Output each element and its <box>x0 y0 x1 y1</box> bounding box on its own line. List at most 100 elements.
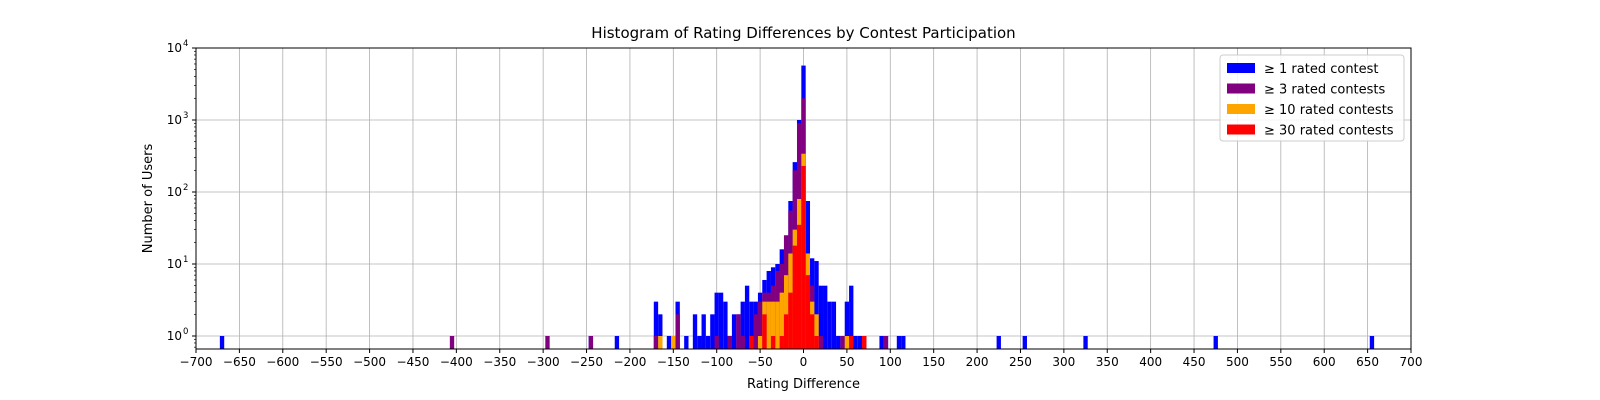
x-axis-label: Rating Difference <box>747 377 860 392</box>
bar-series-1 <box>653 301 659 349</box>
bar-series-3 <box>783 275 789 349</box>
legend-swatch <box>1227 124 1255 135</box>
bar-series-2 <box>883 336 889 349</box>
x-tick-label: −350 <box>483 355 516 369</box>
bar-series-3 <box>671 336 676 349</box>
bar-series-1 <box>692 314 698 349</box>
bar-series-1 <box>814 261 819 349</box>
bar-series-1 <box>219 336 225 349</box>
legend-swatch <box>1227 83 1255 94</box>
bar-series-3 <box>766 301 771 349</box>
bar-series-1 <box>749 301 754 349</box>
y-tick-label: 10 <box>167 257 182 271</box>
x-tick-label: −100 <box>700 355 733 369</box>
bar-series-1 <box>697 336 702 349</box>
legend-swatch <box>1227 63 1255 73</box>
x-tick-label: 500 <box>1226 355 1249 369</box>
bar-series-1 <box>818 285 824 349</box>
bar-series-1 <box>666 336 672 349</box>
x-tick-label: 450 <box>1183 355 1206 369</box>
x-tick-label: 350 <box>1096 355 1119 369</box>
legend-label: ≥ 10 rated contests <box>1264 103 1394 118</box>
bar-series-1 <box>714 292 719 349</box>
bar-series-2 <box>753 314 758 349</box>
x-tick-label: −50 <box>747 355 772 369</box>
ticks-layer: −700 −650 −600 −550 −50 0 −450 −400 −350 −300 −250… <box>167 39 1423 369</box>
y-tick-exponent: 4 <box>183 39 188 49</box>
y-tick-label: 10 <box>167 185 182 199</box>
bar-series-1 <box>879 336 884 349</box>
x-tick-label: −250 <box>570 355 603 369</box>
x-tick-label: 50 <box>839 355 854 369</box>
y-axis-label: Number of Users <box>141 144 156 254</box>
bar-series-2 <box>818 336 824 349</box>
bar-series-1 <box>853 336 858 349</box>
bar-series-2 <box>588 336 594 349</box>
x-tick-label: −300 <box>527 355 560 369</box>
bar-series-2 <box>757 301 763 349</box>
bar-series-1 <box>744 285 750 349</box>
bar-series-2 <box>736 314 741 349</box>
x-tick-label: 600 <box>1313 355 1336 369</box>
bar-series-1 <box>614 336 620 349</box>
bar-series-3 <box>814 314 819 349</box>
x-tick-label: 100 <box>879 355 902 369</box>
bar-series-2 <box>740 336 745 349</box>
bar-series-1 <box>684 336 689 349</box>
legend-label: ≥ 3 rated contests <box>1264 83 1386 98</box>
bar-series-1 <box>844 301 850 349</box>
x-tick-label: 700 <box>1400 355 1423 369</box>
bar-series-2 <box>449 336 455 349</box>
bar-series-1 <box>827 301 832 349</box>
bar-series-1 <box>1369 336 1375 349</box>
x-tick-label: −150 <box>657 355 690 369</box>
bar-series-3 <box>770 301 776 349</box>
x-tick-label: −700 <box>180 355 213 369</box>
bar-series-2 <box>727 336 732 349</box>
bar-series-4 <box>810 314 815 349</box>
bar-series-1 <box>718 292 724 349</box>
bar-series-4 <box>749 336 754 349</box>
x-tick-label: −450 <box>396 355 429 369</box>
x-tick-label: −550 <box>310 355 343 369</box>
bar-series-4 <box>788 292 793 349</box>
bar-series-4 <box>770 336 776 349</box>
bar-series-4 <box>783 314 789 349</box>
legend-label: ≥ 30 rated contests <box>1264 124 1394 139</box>
legend-swatch <box>1227 104 1255 114</box>
x-tick-label: −650 <box>223 355 256 369</box>
bar-series-1 <box>1022 336 1027 349</box>
bar-series-2 <box>840 336 845 349</box>
x-tick-label: −400 <box>440 355 473 369</box>
bar-series-2 <box>653 336 659 349</box>
chart-title: Histogram of Rating Differences by Conte… <box>591 24 1015 42</box>
bar-series-3 <box>658 336 663 349</box>
legend-box <box>1219 54 1405 142</box>
bar-series-3 <box>757 336 763 349</box>
bar-series-1 <box>996 336 1001 349</box>
y-tick-label: 10 <box>167 329 182 343</box>
bar-series-1 <box>740 301 745 349</box>
bar-series-1 <box>710 314 715 349</box>
y-tick-exponent: 1 <box>183 255 188 265</box>
x-tick-label: 650 <box>1356 355 1379 369</box>
x-tick-label: −600 <box>266 355 299 369</box>
bar-series-1 <box>1083 336 1088 349</box>
x-tick-label: 550 <box>1269 355 1292 369</box>
bar-series-4 <box>762 314 767 349</box>
bars-layer <box>219 65 1375 350</box>
bar-series-3 <box>775 301 780 349</box>
x-tick-label: −200 <box>613 355 646 369</box>
bar-series-3 <box>844 336 850 349</box>
bar-series-1 <box>1213 336 1218 349</box>
x-tick-label: 400 <box>1139 355 1162 369</box>
bar-series-1 <box>701 314 706 349</box>
x-tick-label: 200 <box>966 355 989 369</box>
x-tick-label: 0 <box>800 355 808 369</box>
x-tick-label: 150 <box>922 355 945 369</box>
bar-series-2 <box>675 314 680 349</box>
y-tick-label: 10 <box>167 41 182 55</box>
bar-series-4 <box>796 224 802 349</box>
